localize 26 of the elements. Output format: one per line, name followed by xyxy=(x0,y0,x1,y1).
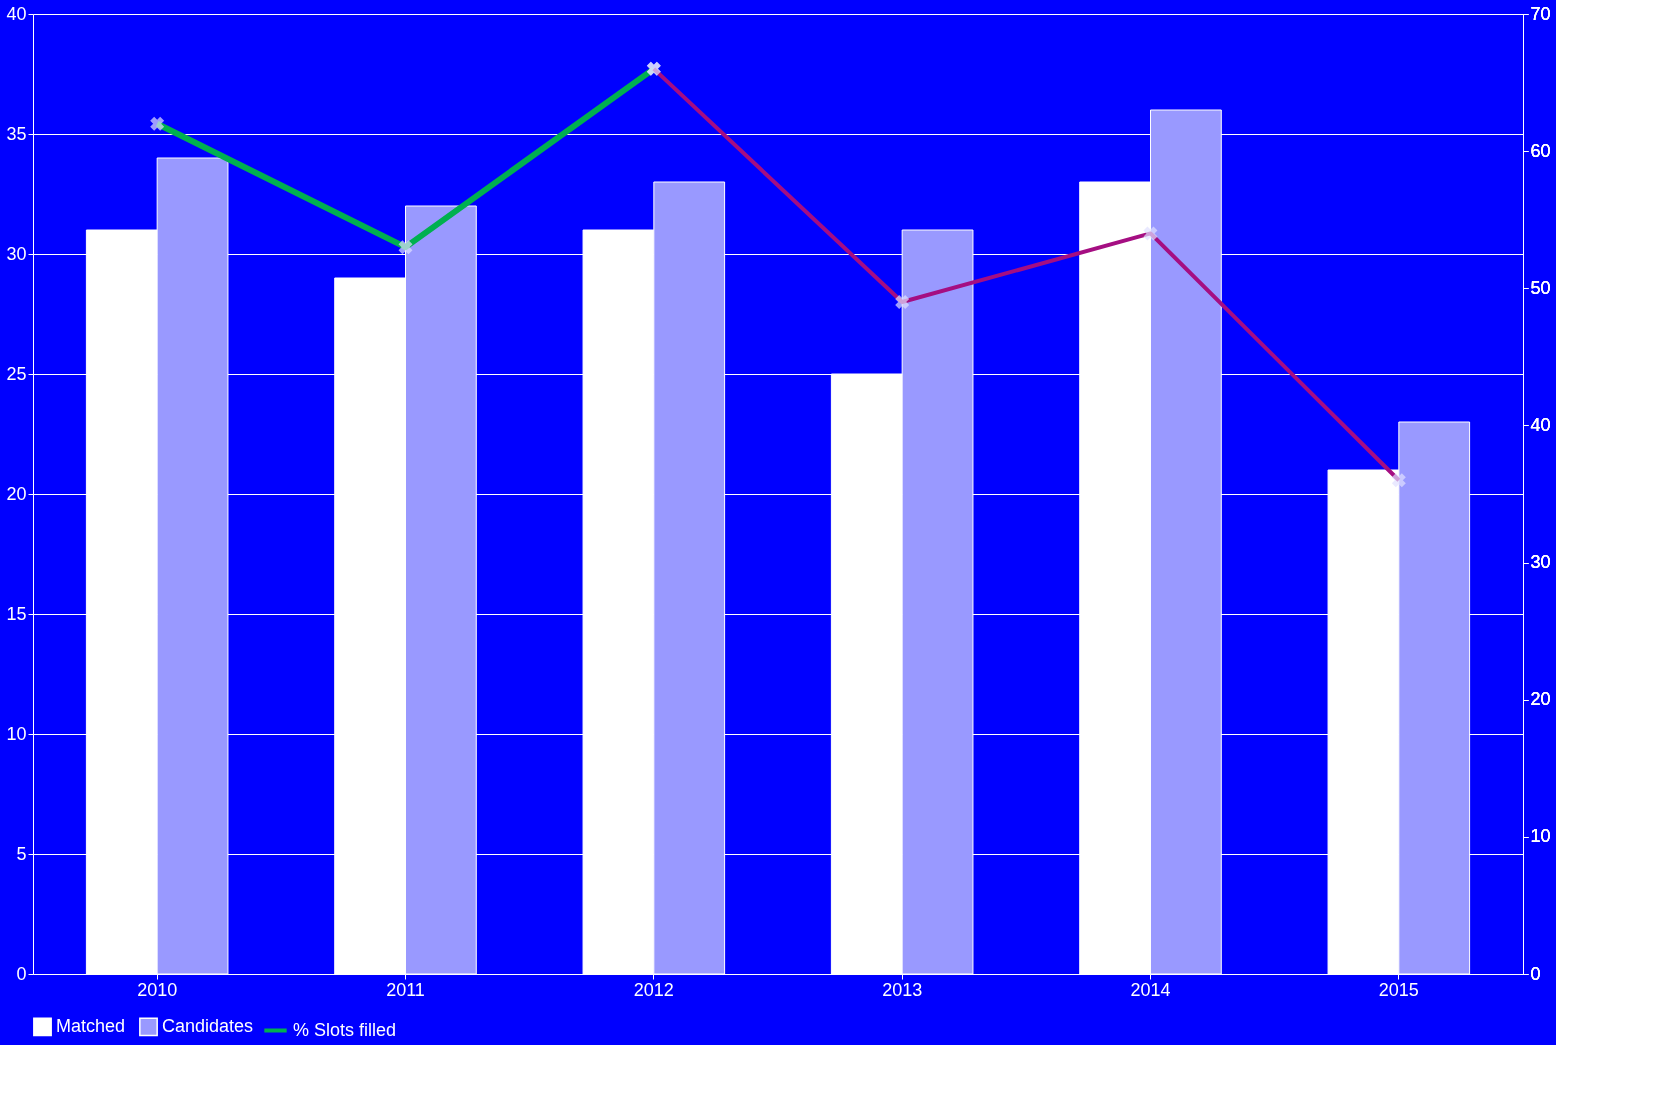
y2-tick-label: 20 xyxy=(1530,689,1551,710)
x-tick-label: 2011 xyxy=(386,979,425,1000)
y-tick-label: 0 xyxy=(16,963,27,984)
y-tick-label: 40 xyxy=(6,3,27,24)
legend-label: Matched xyxy=(56,1015,126,1036)
y2-tick-label: 0 xyxy=(1530,963,1541,984)
y-tick-label: 15 xyxy=(6,603,27,624)
x-tick-label: 2014 xyxy=(1130,979,1171,1000)
y-tick-label: 20 xyxy=(6,483,27,504)
y-tick-label: 5 xyxy=(16,843,27,864)
legend-label: % Slots filled xyxy=(293,1019,397,1040)
y2-tick-label: 60 xyxy=(1530,140,1551,161)
legend-label: Candidates xyxy=(162,1015,254,1036)
y2-tick-label: 30 xyxy=(1530,552,1551,573)
x-tick-label: 2015 xyxy=(1378,979,1419,1000)
x-tick-label: 2012 xyxy=(633,979,674,1000)
y2-tick-label: 10 xyxy=(1530,826,1551,847)
y-tick-label: 30 xyxy=(6,243,27,264)
y-tick-label: 35 xyxy=(6,123,27,144)
y-tick-label: 10 xyxy=(6,723,27,744)
x-tick-label: 2013 xyxy=(882,979,923,1000)
y2-tick-label: 70 xyxy=(1530,3,1551,24)
y2-tick-label: 50 xyxy=(1530,277,1551,298)
y2-tick-label: 40 xyxy=(1530,414,1551,435)
x-tick-label: 2010 xyxy=(137,979,178,1000)
y-tick-label: 25 xyxy=(6,363,27,384)
